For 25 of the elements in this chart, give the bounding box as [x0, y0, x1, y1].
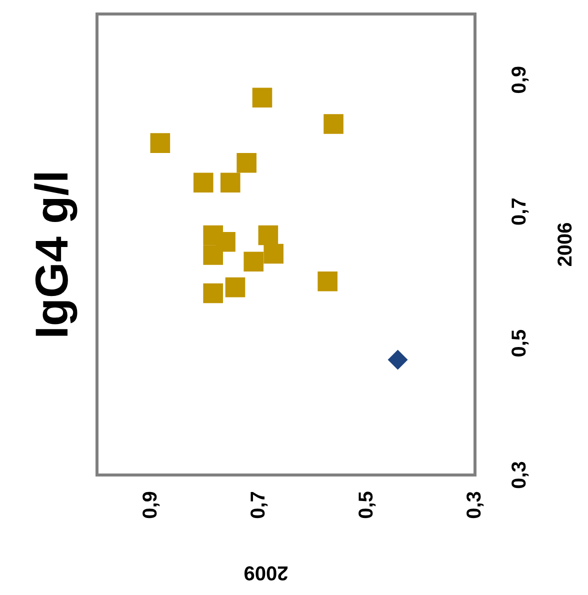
point	[150, 133, 170, 153]
x-tick-label: 0,3	[464, 491, 486, 519]
y-tick-label: 0,3	[508, 461, 531, 489]
y-tick-label: 0,7	[508, 198, 531, 226]
point	[244, 252, 264, 272]
point	[236, 152, 256, 173]
x-tick-label: 0,5	[356, 491, 378, 519]
point	[388, 350, 408, 370]
point	[264, 244, 284, 264]
point	[193, 172, 214, 192]
point	[258, 225, 278, 246]
text: IgG4 g/l	[26, 170, 78, 339]
point	[324, 114, 344, 134]
point	[220, 172, 240, 192]
y-tick-label: 0,9	[508, 66, 531, 94]
point	[203, 245, 223, 265]
point	[203, 283, 223, 304]
point	[318, 271, 338, 292]
y-tick-label: 0,5	[508, 329, 531, 358]
x-tick-label: 0,9	[140, 491, 162, 519]
point	[225, 277, 246, 298]
x-tick-label: 0,7	[248, 491, 270, 519]
y-axis-title: 2006	[554, 222, 577, 267]
point	[252, 88, 272, 108]
x-axis-title: 2009	[244, 561, 288, 584]
